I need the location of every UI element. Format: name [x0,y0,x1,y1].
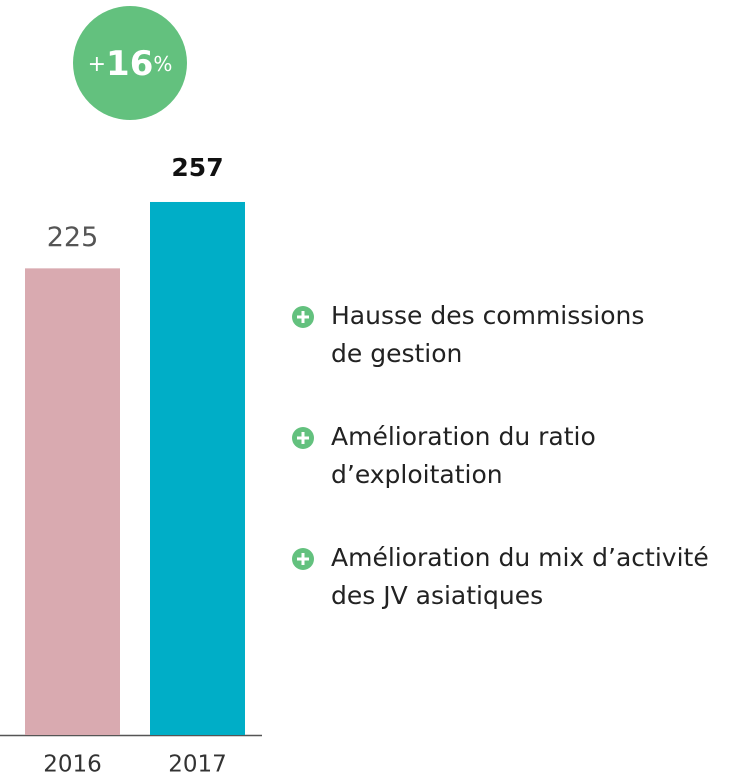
badge-value: 16 [106,44,153,84]
badge-unit: % [153,52,172,76]
value-label: 257 [171,153,223,182]
bar [150,201,245,735]
bullet-plus [297,432,309,444]
bullet-text: de gestion [331,339,462,368]
bar [25,268,120,735]
bullet-text: Hausse des commissions [331,301,644,330]
value-label: 225 [47,222,99,253]
bullet-plus [297,553,309,565]
bullet-text: Amélioration du ratio [331,422,596,451]
x-tick-label: 2016 [43,752,102,777]
badge-circle [73,6,187,120]
badge-sign: + [88,52,106,77]
bullet-text: d’exploitation [331,460,503,489]
bullet-text: des JV asiatiques [331,581,543,610]
bullet-text: Amélioration du mix d’activité [331,543,709,572]
badge-text: +16% [88,44,173,84]
bullet-plus [297,311,309,323]
x-tick-label: 2017 [168,752,227,777]
